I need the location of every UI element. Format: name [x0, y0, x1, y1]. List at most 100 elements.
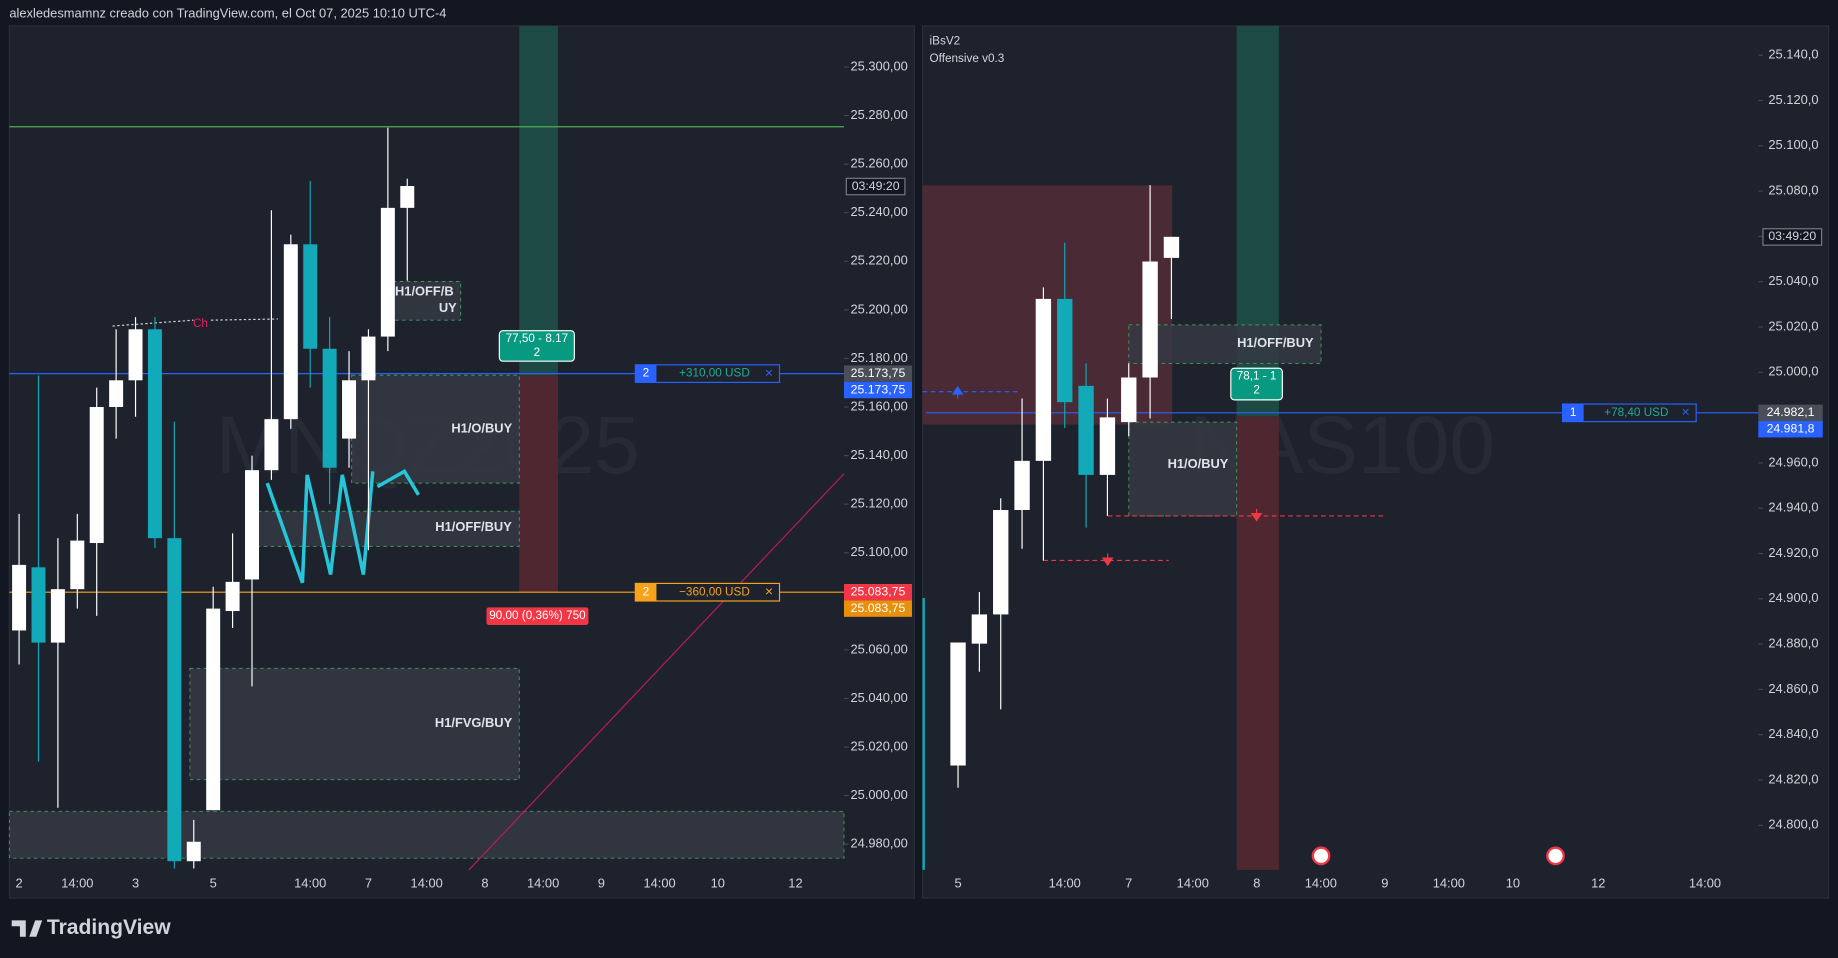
x-tick-label: 14:00 [1049, 875, 1081, 890]
x-tick-label: 9 [598, 875, 605, 890]
header-title: alexledesmamnz creado con TradingView.co… [9, 6, 446, 21]
order-pnl[interactable]: +78,40 USD [1604, 406, 1668, 419]
candle-body [1099, 417, 1116, 475]
candle-body [1121, 377, 1137, 423]
y-tick-label: 24.880,0 [1768, 636, 1818, 651]
x-tick-label: 14:00 [1305, 875, 1337, 890]
right-panel [921, 25, 1830, 899]
candle-body [380, 207, 395, 337]
order-close[interactable]: × [765, 583, 773, 599]
price-label-box [843, 583, 912, 601]
y-tick-label: 24.900,0 [1768, 590, 1818, 605]
x-tick-label: 14:00 [294, 875, 326, 890]
x-tick-label: 7 [365, 875, 372, 890]
zone-label: H1/OFF/BUY [435, 519, 512, 534]
position-label[interactable]: 2 [1253, 384, 1260, 397]
zone-label: UY [439, 300, 457, 315]
dotted-line [210, 318, 278, 321]
candle-body [993, 510, 1009, 615]
candle-body [950, 642, 966, 766]
indicator-label[interactable]: iBsV2 [930, 34, 961, 47]
y-tick-label: 25.120,0 [1768, 92, 1818, 107]
x-tick-label: 7 [1125, 875, 1132, 890]
dotted-line [112, 319, 194, 327]
candle-body [128, 329, 143, 381]
candle-body [303, 244, 318, 349]
y-tick-label: 24.960,0 [1768, 454, 1818, 469]
order-qty[interactable]: 1 [1570, 406, 1577, 419]
order-qty-box[interactable] [1562, 404, 1584, 422]
order-qty[interactable]: 2 [643, 585, 650, 598]
loss-zone [1236, 416, 1279, 870]
candle-body [167, 538, 182, 862]
x-tick-label: 14:00 [527, 875, 559, 890]
y-tick-label: 25.220,00 [851, 253, 908, 268]
price-label-box [1758, 421, 1823, 438]
order-close[interactable]: × [1682, 404, 1690, 420]
candle-body [1057, 298, 1073, 403]
zone-label: Ch [193, 317, 208, 330]
indicator-label[interactable]: Offensive v0.3 [930, 52, 1005, 65]
y-tick-label: 24.980,00 [851, 836, 908, 851]
position-label[interactable]: 77,50 - 8.17 [506, 332, 569, 345]
y-tick-label: 25.120,00 [851, 496, 908, 511]
position-label[interactable]: 2 [534, 346, 541, 359]
order-qty-box[interactable] [635, 364, 657, 383]
y-tick-label: 25.260,00 [851, 156, 908, 171]
y-tick-label: 25.200,00 [851, 301, 908, 316]
position-label-box[interactable] [1230, 367, 1283, 401]
countdown: 03:49:20 [852, 179, 900, 193]
candle-body [971, 614, 988, 644]
candle-body [186, 841, 201, 862]
x-tick-label: 3 [132, 875, 139, 890]
zone-label: H1/OFF/B [395, 283, 454, 298]
candle-body [109, 380, 124, 408]
zone-label: H1/OFF/BUY [1237, 335, 1314, 350]
logo-icon [11, 920, 43, 937]
candle-body [342, 380, 357, 439]
arrow-up [951, 385, 964, 399]
order-qty-box[interactable] [635, 583, 657, 601]
position-label-box[interactable] [498, 330, 575, 362]
zone [8, 810, 845, 859]
x-tick-label: 10 [711, 875, 725, 890]
candle-body [400, 185, 415, 208]
zone [1128, 421, 1238, 517]
y-tick-label: 25.000,00 [851, 787, 908, 802]
x-tick-label: 2 [15, 875, 22, 890]
event-flag[interactable] [1546, 846, 1565, 866]
y-tick-label: 25.180,00 [851, 350, 908, 365]
profit-zone [519, 25, 558, 376]
candle-body [12, 564, 27, 631]
logo[interactable]: TradingView [47, 916, 171, 939]
price-label: 25.173,75 [851, 382, 906, 396]
event-flag[interactable] [1311, 846, 1331, 866]
zone-label: H1/O/BUY [451, 421, 512, 436]
candle-body [264, 419, 279, 471]
y-tick-label: 25.080,0 [1768, 182, 1818, 197]
price-label: 25.083,75 [851, 584, 906, 598]
zone-label: H1/FVG/BUY [435, 715, 513, 730]
y-tick-label: 25.020,00 [851, 738, 908, 753]
order-pnl[interactable]: +310,00 USD [679, 367, 750, 380]
y-tick-label: 25.140,00 [851, 447, 908, 462]
y-tick-label: 25.060,00 [851, 641, 908, 656]
candle-body [1078, 385, 1094, 475]
x-tick-label: 14:00 [1433, 875, 1465, 890]
price-label-box [843, 600, 912, 617]
candle-body [361, 336, 376, 381]
order-qty[interactable]: 2 [643, 367, 650, 380]
countdown: 03:49:20 [1768, 229, 1816, 243]
countdown-box [1762, 228, 1823, 246]
candle-body [225, 581, 240, 612]
zone [257, 510, 520, 547]
order-pnl[interactable]: −360,00 USD [679, 585, 750, 598]
order-close[interactable]: × [765, 364, 773, 380]
y-tick-label: 25.020,0 [1768, 318, 1818, 333]
position-label[interactable]: 78,1 - 1 [1237, 370, 1277, 383]
arrow-drawing [376, 469, 420, 496]
zone [189, 667, 520, 781]
candle-body [1035, 298, 1052, 461]
x-tick-label: 14:00 [643, 875, 675, 890]
